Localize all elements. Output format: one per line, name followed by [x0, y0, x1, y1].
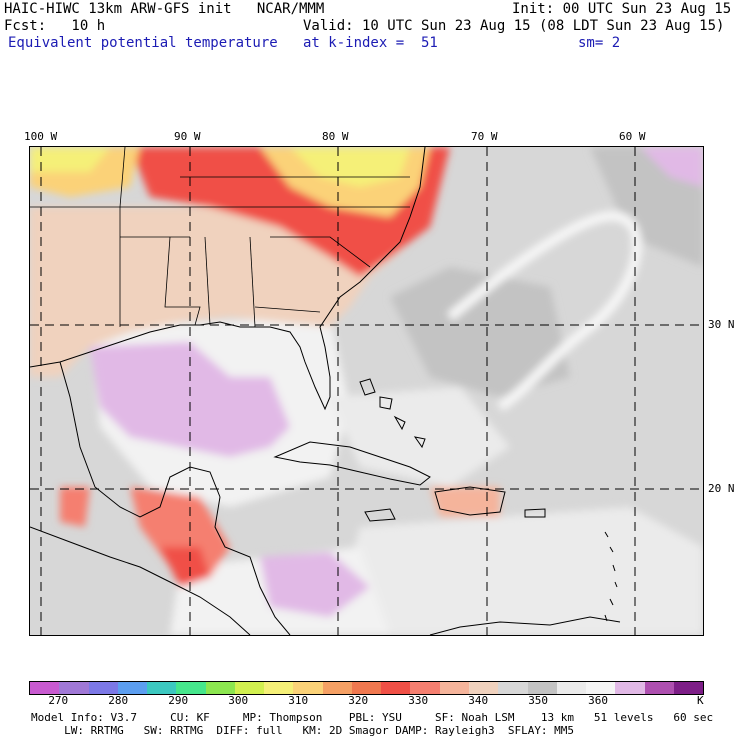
- puerto-rico-outline: [524, 508, 546, 518]
- theta-e-map: [29, 146, 704, 636]
- color-legend-swatch: [586, 682, 616, 694]
- state-border: [270, 236, 371, 268]
- mexico-warm-patch: [60, 487, 90, 527]
- color-legend-tick-label: 330: [408, 694, 429, 707]
- state-border: [254, 306, 321, 313]
- mexico-coastline: [59, 361, 221, 518]
- color-legend-unit: K: [697, 694, 704, 707]
- color-legend-tick-label: 320: [348, 694, 369, 707]
- color-legend-swatch: [498, 682, 528, 694]
- color-legend-swatch: [527, 682, 557, 694]
- color-legend-swatch: [439, 682, 469, 694]
- color-legend-tick-label: 300: [228, 694, 249, 707]
- color-legend-swatch: [30, 682, 60, 694]
- state-border: [249, 236, 256, 328]
- color-legend-tick-label: 290: [168, 694, 189, 707]
- atlantic-gray-region: [390, 267, 570, 397]
- us-southeast-land-field: [30, 207, 410, 377]
- lon-label-90w: 90 W: [174, 130, 201, 143]
- color-legend-swatch: [234, 682, 265, 694]
- lesser-antilles-outline: [604, 531, 618, 622]
- color-legend-tick-label: 360: [588, 694, 609, 707]
- color-legend-swatch: [88, 682, 118, 694]
- hispaniola-outline: [434, 486, 506, 516]
- appalachian-warm-band: [130, 147, 450, 277]
- color-legend-bar: [29, 681, 704, 695]
- color-legend-swatch: [322, 682, 352, 694]
- lon-label-70w: 70 W: [471, 130, 498, 143]
- gulf-lavender-patch: [90, 342, 290, 457]
- northeast-lavender-patch: [640, 147, 703, 187]
- field-name: Equivalent potential temperature: [8, 35, 278, 51]
- lon-label-80w: 80 W: [322, 130, 349, 143]
- atlantic-swirl-band: [446, 210, 642, 412]
- model-info-line2: LW: RRTMG SW: RRTMG DIFF: full KM: 2D Sm…: [31, 724, 575, 737]
- cuba-outline: [273, 441, 431, 486]
- bahamas-light-region: [330, 387, 510, 487]
- forecast-hour: Fcst: 10 h: [4, 18, 106, 34]
- color-legend-tick-label: 310: [288, 694, 309, 707]
- color-legend-swatch: [644, 682, 674, 694]
- color-legend-tick-label: 280: [108, 694, 129, 707]
- color-legend-swatch: [351, 682, 382, 694]
- caribbean-light-region: [330, 507, 703, 635]
- hispaniola-warm-patch: [430, 487, 500, 517]
- color-legend-swatch: [264, 682, 294, 694]
- color-legend-swatch: [176, 682, 206, 694]
- color-legend-swatch: [556, 682, 587, 694]
- lat-label-20n: 20 N: [708, 482, 735, 495]
- lat-label-30n: 30 N: [708, 318, 735, 331]
- color-legend-swatch: [381, 682, 411, 694]
- state-borders: [30, 147, 410, 328]
- caribbean-lavender-patch: [260, 552, 370, 617]
- color-legend-swatch: [59, 682, 89, 694]
- us-coastline: [30, 147, 426, 411]
- color-legend-swatch: [673, 682, 704, 694]
- state-border: [204, 236, 211, 326]
- model-title: HAIC-HIWC 13km ARW-GFS init NCAR/MMM: [4, 1, 325, 17]
- smoothing-label: sm= 2: [578, 35, 621, 51]
- color-legend-tick-label: 350: [528, 694, 549, 707]
- color-legend-swatch: [468, 682, 499, 694]
- valid-time: Valid: 10 UTC Sun 23 Aug 15 (08 LDT Sun …: [303, 18, 725, 34]
- pacific-coastline: [30, 526, 251, 635]
- color-legend-swatch: [293, 682, 323, 694]
- jamaica-outline: [364, 508, 396, 522]
- color-legend-swatch: [117, 682, 148, 694]
- color-legend-swatch: [410, 682, 440, 694]
- state-border: [164, 236, 201, 326]
- bahamas-outline: [359, 378, 426, 449]
- init-time: Init: 00 UTC Sun 23 Aug 15: [512, 1, 732, 17]
- color-legend-ticks: 270 280 290 300 310 320 330 340 350 360: [29, 694, 702, 708]
- lon-label-100w: 100 W: [24, 130, 58, 143]
- color-legend-swatch: [615, 682, 645, 694]
- coastlines: [30, 147, 621, 635]
- lon-label-60w: 60 W: [619, 130, 646, 143]
- color-legend-tick-label: 340: [468, 694, 489, 707]
- model-info-line1: Model Info: V3.7 CU: KF MP: Thompson PBL…: [31, 711, 714, 724]
- color-legend-tick-label: 270: [48, 694, 69, 707]
- color-legend-swatch: [205, 682, 235, 694]
- lat-lon-grid: [30, 147, 703, 635]
- guatemala-hot-patch: [160, 547, 210, 587]
- texas-yellow-region: [30, 147, 110, 172]
- central-america-coastline: [214, 496, 291, 635]
- color-legend-swatch: [147, 682, 177, 694]
- k-index-level: at k-index = 51: [303, 35, 438, 51]
- south-america-coastline: [429, 616, 621, 635]
